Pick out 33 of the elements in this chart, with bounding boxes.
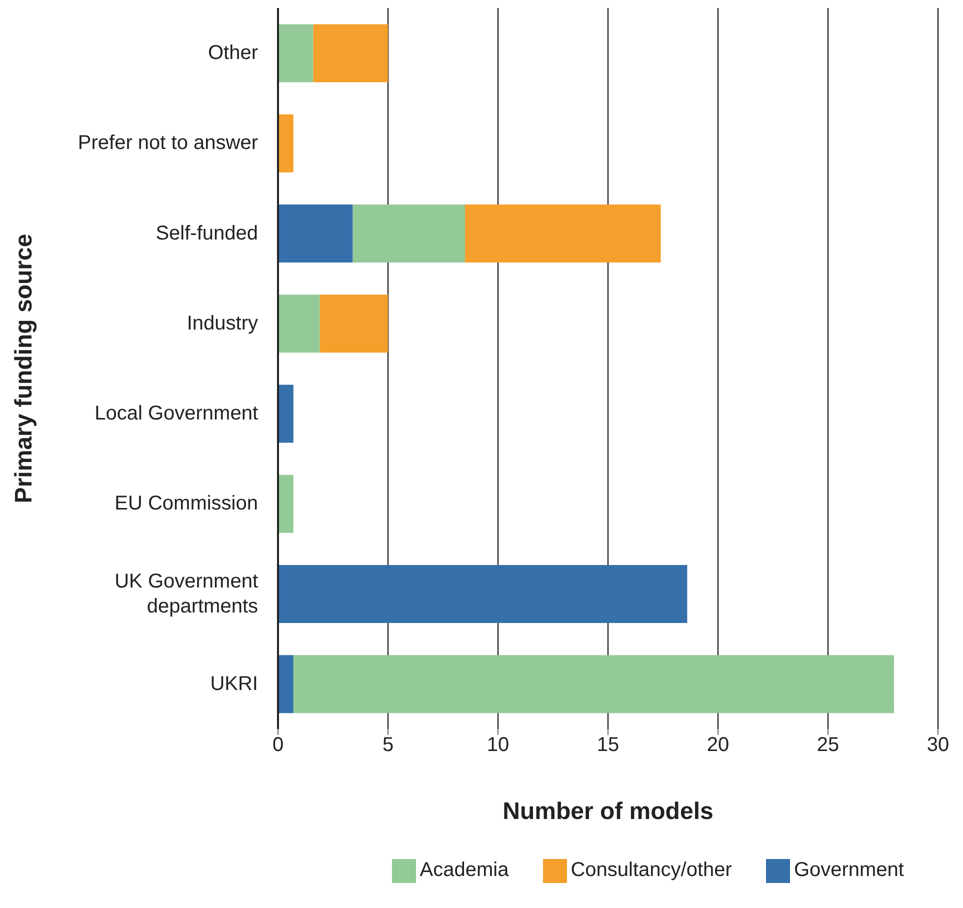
y-tick-label: Other bbox=[208, 42, 258, 64]
y-tick-label: EU Commission bbox=[114, 492, 258, 515]
x-axis-title: Number of models bbox=[502, 798, 714, 825]
bar bbox=[320, 294, 388, 353]
bar bbox=[278, 655, 294, 714]
legend-label: Academia bbox=[420, 859, 509, 882]
y-tick-label: Local Government bbox=[94, 402, 258, 425]
y-tick-label: Industry bbox=[186, 312, 258, 334]
bar bbox=[278, 204, 353, 262]
bar bbox=[278, 474, 294, 533]
x-tick-label: 10 bbox=[486, 734, 510, 756]
bar bbox=[278, 294, 320, 353]
y-tick-label: UKRI bbox=[210, 672, 258, 695]
bar bbox=[465, 204, 661, 262]
x-tick-label: 0 bbox=[272, 734, 284, 756]
legend-label: Government bbox=[794, 859, 904, 882]
y-tick-label: Self-funded bbox=[156, 222, 258, 244]
bar bbox=[278, 114, 294, 172]
bar bbox=[293, 655, 894, 714]
x-tick-label: 25 bbox=[816, 734, 840, 756]
y-axis-title: Primary funding source bbox=[10, 234, 38, 504]
y-tick-label: Prefer not to answer bbox=[78, 132, 258, 154]
x-tick-label: 30 bbox=[926, 734, 950, 756]
x-tick-label: 20 bbox=[706, 734, 730, 756]
x-tick-label: 15 bbox=[596, 734, 620, 756]
y-tick-label: UK Government departments bbox=[114, 570, 258, 618]
bar bbox=[278, 384, 294, 443]
bar bbox=[278, 564, 688, 623]
bar bbox=[278, 24, 314, 82]
bar bbox=[313, 24, 388, 82]
x-tick-label: 5 bbox=[382, 734, 394, 756]
legend-label: Consultancy/other bbox=[570, 859, 732, 882]
bar bbox=[352, 204, 465, 262]
